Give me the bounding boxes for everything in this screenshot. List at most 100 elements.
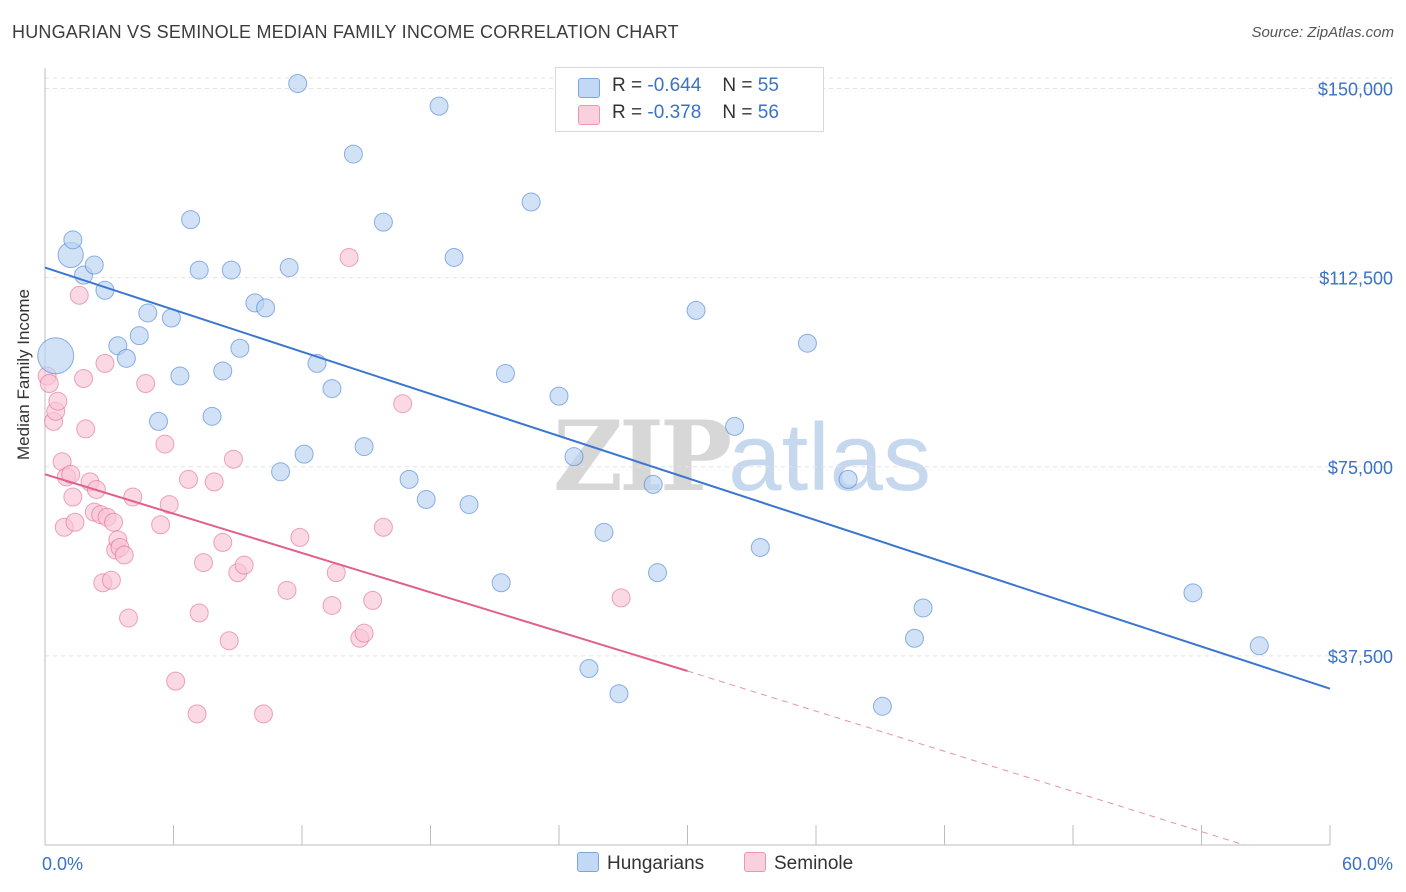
hungarians-trend-line [44, 266, 1331, 690]
axes [44, 68, 1331, 846]
bottom-legend-swatch-seminole [744, 852, 766, 872]
seminole-point [69, 285, 89, 305]
hungarian-point [579, 658, 599, 678]
hungarian-point [444, 247, 464, 267]
hungarian-point [288, 73, 308, 93]
legend-n-value: 55 [757, 75, 779, 96]
tick-labels: $37,500 $75,000 $112,500 $150,000 0.0% 60.0% [42, 80, 1393, 874]
hungarian-point [221, 260, 241, 280]
hungarian-point [181, 210, 201, 230]
seminole-point [178, 469, 198, 489]
hungarian-point [149, 411, 169, 431]
hungarian-point [116, 348, 136, 368]
correlation-legend: R = -0.644 N = 55 R = -0.378 N = 56 [555, 67, 824, 132]
seminole-point [234, 555, 254, 575]
hungarian-point [564, 447, 584, 467]
seminole-trend-extension [687, 670, 1245, 846]
seminole-point [213, 532, 233, 552]
seminole-point [39, 374, 59, 394]
x-tick-label: 0.0% [42, 854, 83, 874]
hungarian-point [872, 696, 892, 716]
source-credit: Source: ZipAtlas.com [1251, 24, 1394, 41]
seminole-point [339, 247, 359, 267]
seminole-point [95, 353, 115, 373]
legend-r-label: R = [612, 102, 643, 123]
seminole-point [65, 512, 85, 532]
hungarian-point [594, 522, 614, 542]
legend-r-label: R = [612, 75, 643, 96]
y-tick-label: $112,500 [1319, 269, 1393, 289]
seminole-point [187, 704, 207, 724]
hungarian-point [373, 212, 393, 232]
seminole-point [48, 391, 68, 411]
y-tick-label: $75,000 [1328, 458, 1393, 478]
seminole-point [223, 449, 243, 469]
hungarian-point [322, 379, 342, 399]
hungarian-point [549, 386, 569, 406]
seminole-point [277, 580, 297, 600]
bottom-legend-label-seminole: Seminole [774, 853, 854, 874]
legend-n-value: 56 [757, 102, 779, 123]
legend-r-value: -0.644 [647, 75, 702, 96]
hungarian-point [354, 437, 374, 457]
hungarian-point [750, 537, 770, 557]
hungarian-point [609, 684, 629, 704]
seminole-point [63, 487, 83, 507]
hungarian-point [343, 144, 363, 164]
hungarian-point [905, 628, 925, 648]
watermark-atlas: atlas [728, 404, 931, 511]
seminole-point [322, 595, 342, 615]
hungarian-point [202, 406, 222, 426]
hungarian-point [170, 366, 190, 386]
legend-swatch-seminole [578, 105, 600, 125]
hungarian-point [521, 192, 541, 212]
seminole-point [193, 553, 213, 573]
hungarian-point [459, 495, 479, 515]
hungarian-point [1249, 636, 1269, 656]
hungarian-point [913, 598, 933, 618]
seminole-point [393, 394, 413, 414]
seminole-point [104, 512, 124, 532]
hungarian-point [686, 300, 706, 320]
seminole-point [159, 495, 179, 515]
seminole-point [151, 515, 171, 535]
chart-title: HUNGARIAN VS SEMINOLE MEDIAN FAMILY INCO… [12, 22, 679, 42]
hungarian-point [399, 469, 419, 489]
seminole-point [373, 517, 393, 537]
seminole-point [166, 671, 186, 691]
hungarian-point [230, 338, 250, 358]
seminole-point [363, 590, 383, 610]
hungarian-point [84, 255, 104, 275]
seminole-point [119, 608, 139, 628]
hungarian-point [838, 469, 858, 489]
hungarian-point [129, 326, 149, 346]
bottom-legend-hungarians: Hungarians [577, 852, 704, 875]
hungarian-point [189, 260, 209, 280]
hungarian-point [63, 230, 83, 250]
hungarian-point [797, 333, 817, 353]
hungarian-point [725, 416, 745, 436]
hungarian-point [213, 361, 233, 381]
hungarians-points [37, 73, 1269, 716]
hungarian-point [648, 563, 668, 583]
seminole-point [354, 623, 374, 643]
seminole-point [76, 419, 96, 439]
hungarian-point [271, 462, 291, 482]
seminole-point [290, 527, 310, 547]
hungarian-point [37, 337, 75, 375]
legend-n-label: N = [722, 75, 753, 96]
hungarian-point [138, 303, 158, 323]
legend-n-label: N = [722, 102, 753, 123]
hungarian-point [279, 258, 299, 278]
x-tick-label: 60.0% [1342, 854, 1393, 874]
seminole-point [123, 487, 143, 507]
bottom-legend-swatch-hungarians [577, 852, 599, 872]
seminole-point [136, 374, 156, 394]
seminole-point [189, 603, 209, 623]
seminole-point [155, 434, 175, 454]
hungarian-point [643, 474, 663, 494]
seminole-point [101, 570, 121, 590]
bottom-legend-label-hungarians: Hungarians [607, 853, 705, 874]
hungarian-point [491, 573, 511, 593]
seminole-points [37, 247, 631, 724]
